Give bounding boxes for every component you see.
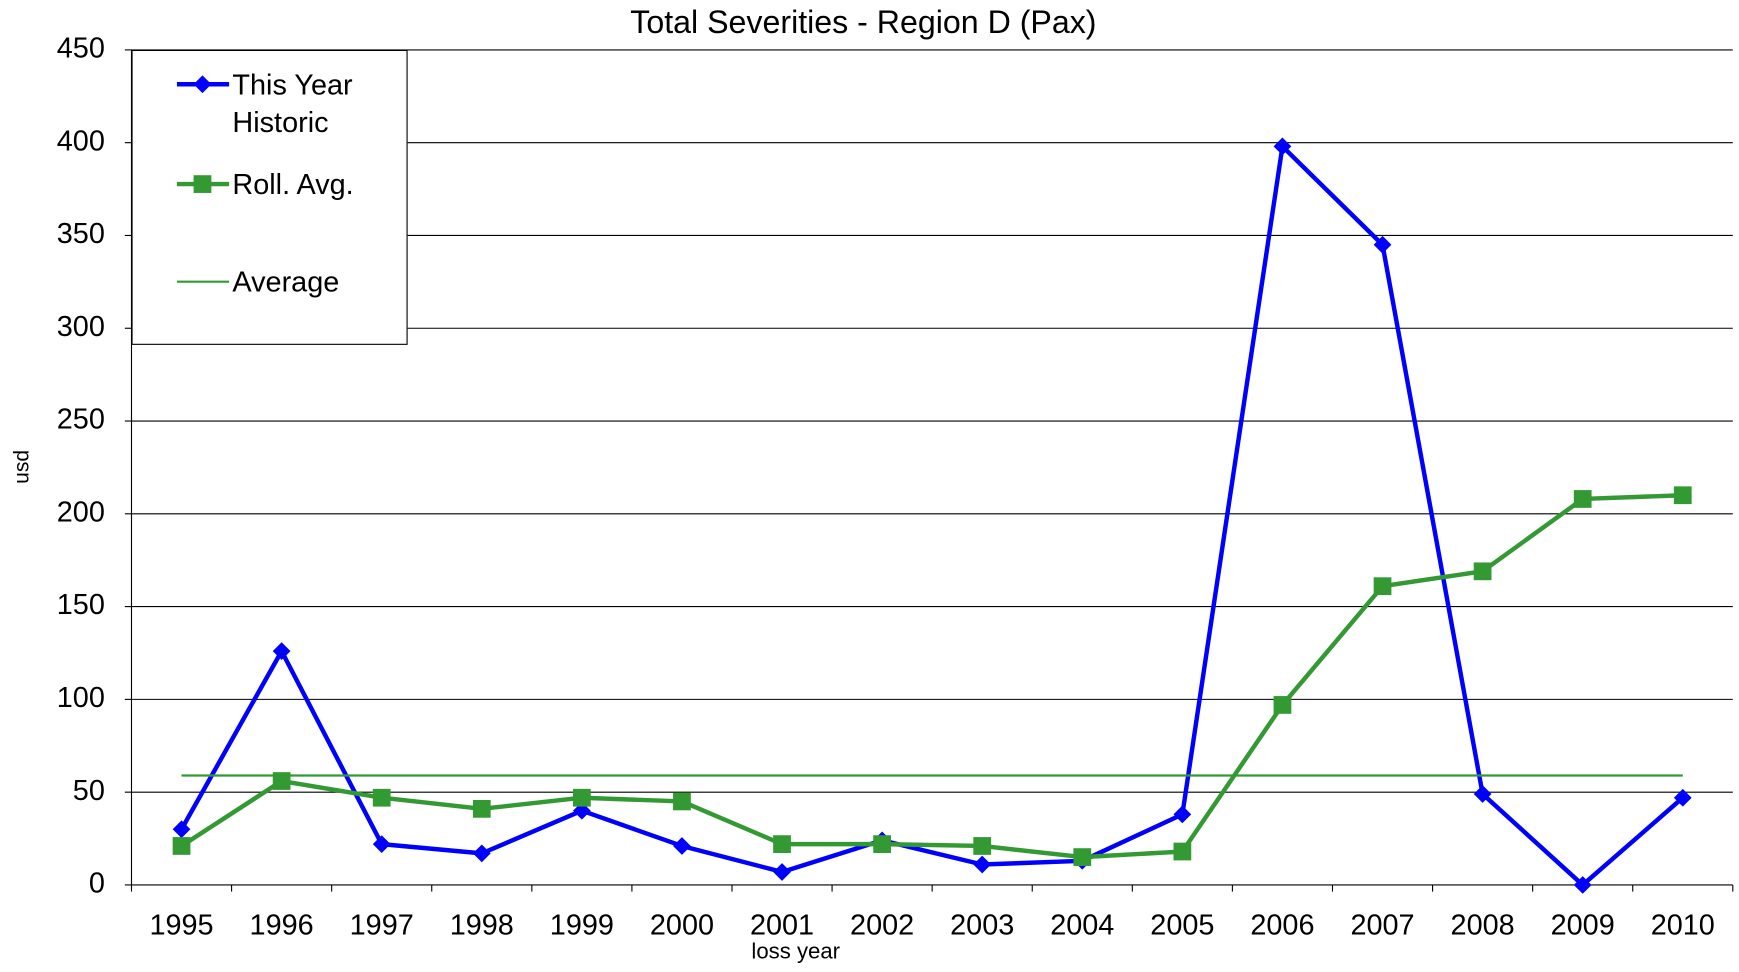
x-tick-label: 2001 [750,910,814,942]
data-point [673,837,691,855]
x-tick-label: 2002 [850,910,914,942]
data-point [1473,562,1492,581]
series-line [180,493,1683,860]
data-point [272,642,291,660]
data-point [372,788,391,807]
y-tick-label: 300 [57,311,105,343]
legend-swatches [176,75,230,283]
data-point [973,855,992,874]
x-tick-label: 2007 [1350,910,1414,942]
data-point [272,772,291,790]
x-axis-label: loss year [751,938,840,963]
data-point [1173,805,1192,824]
legend-marker [193,175,212,193]
data-point [1373,235,1392,254]
data-point [1373,577,1392,596]
data-point [1573,876,1592,894]
x-tick-label: 2005 [1150,910,1214,942]
legend: This Year Historic Roll. Avg. Average [131,49,408,345]
y-tick-label: 100 [57,682,105,714]
data-point [1573,490,1592,508]
data-point [572,788,591,807]
y-tick-label: 200 [57,496,105,528]
y-tick-label: 250 [57,404,105,436]
x-tick-label: 1995 [149,910,213,942]
data-point [1173,842,1192,861]
x-tick-label: 2010 [1651,910,1715,942]
legend-box: This Year Historic Roll. Avg. Average [131,49,408,345]
y-tick-label: 0 [89,868,105,900]
x-tick-label: 2006 [1250,910,1314,942]
y-tick-label: 450 [57,33,105,65]
data-point [1473,785,1492,803]
data-point [773,835,791,853]
data-point [472,844,491,863]
y-tick-label: 150 [57,589,105,621]
x-tick-label: 1998 [450,910,514,942]
x-tick-label: 1999 [550,910,614,942]
x-tick-label: 2008 [1451,910,1515,942]
data-point [1673,788,1692,807]
x-tick-label: 1997 [350,910,414,942]
legend-label: Roll. Avg. [232,167,354,201]
legend-label: This Year Historic [232,67,353,139]
x-tick-label: 2009 [1551,910,1615,942]
x-tick-label: 2004 [1050,910,1114,942]
x-tick-label: 2000 [650,910,714,942]
series-line [179,144,1685,888]
data-point [172,837,191,855]
data-point [1273,137,1292,156]
data-point [172,820,191,839]
y-tick-label: 350 [57,218,105,250]
data-point [973,837,992,855]
data-point [372,835,391,853]
legend-label: Average [232,265,340,299]
y-tick-label: 50 [73,775,105,807]
data-point [873,835,891,853]
y-axis-label: usd [10,450,33,484]
x-tick-label: 2003 [950,910,1014,942]
data-point [673,792,691,811]
data-point [472,799,491,818]
chart-title: Total Severities - Region D (Pax) [630,4,1096,40]
x-tick-label: 1996 [250,910,314,942]
data-point [773,863,791,881]
data-point [1273,696,1292,714]
legend-marker [193,75,212,94]
data-point [1673,486,1692,505]
y-tick-label: 400 [57,125,105,157]
data-point [1073,848,1092,866]
